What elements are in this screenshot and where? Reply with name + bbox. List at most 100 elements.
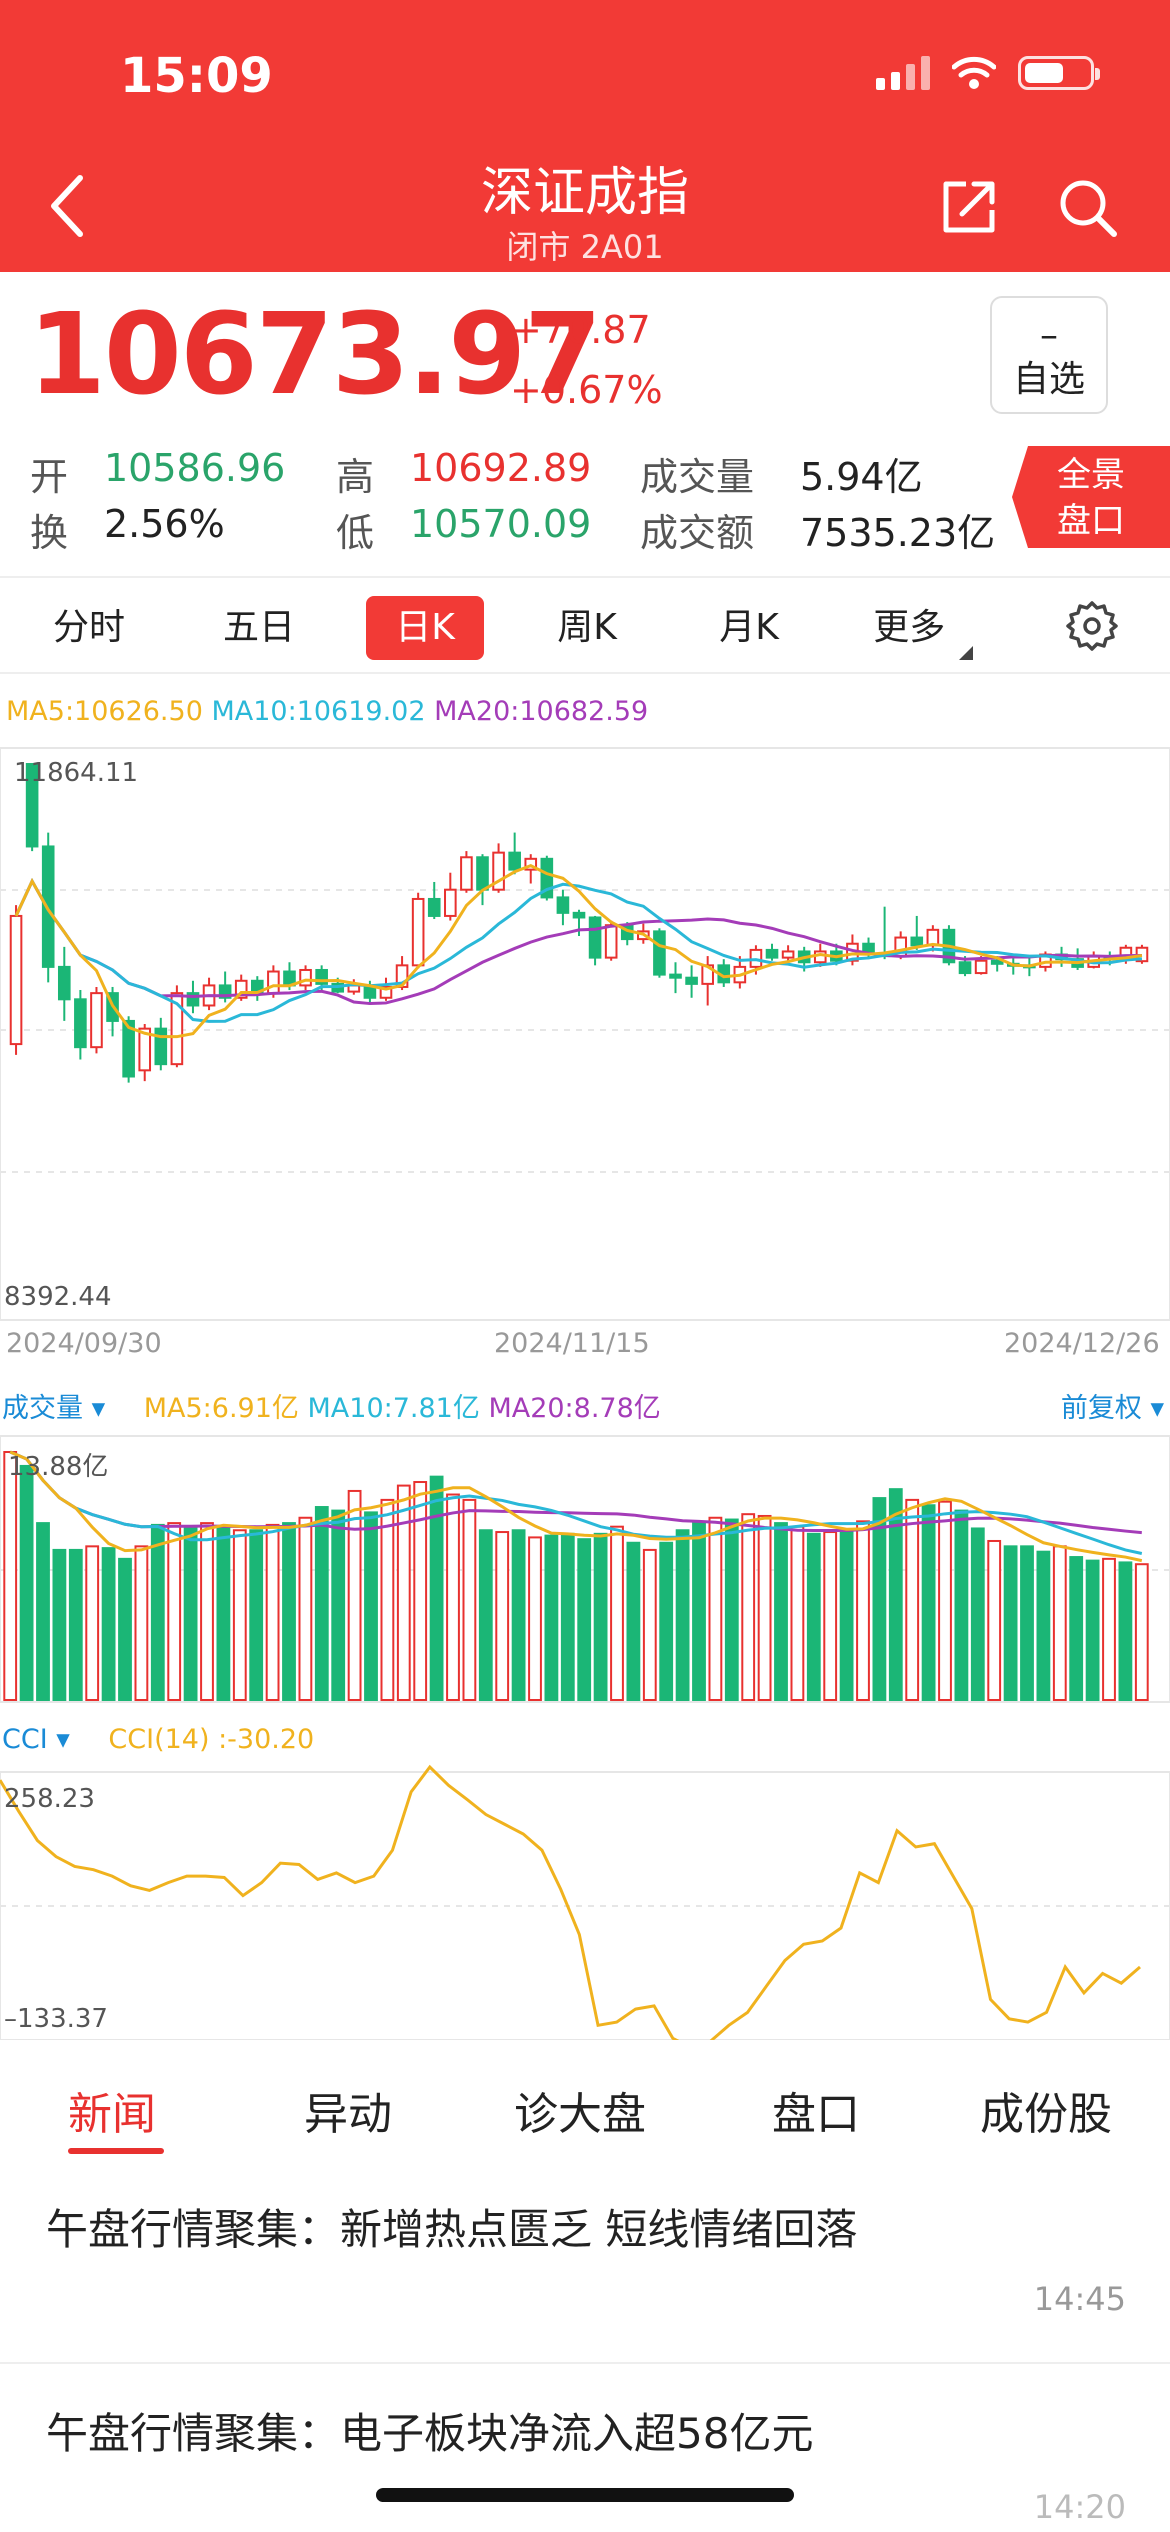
volume-label: 成交量 [640, 455, 755, 499]
volume-bar [724, 1518, 739, 1702]
volume-y-max: 13.88亿 [8, 1452, 109, 1482]
volume-bar [478, 1529, 493, 1702]
volume-bar [839, 1529, 854, 1702]
tab-weekly-k[interactable]: 周K [557, 607, 617, 648]
top-bar: 15:09 深证成指 闭市 2A01 [0, 0, 1170, 272]
volume-bar [347, 1489, 362, 1702]
tab-movement[interactable]: 异动 [304, 2089, 392, 2140]
tab-more[interactable]: 更多 [858, 596, 988, 660]
tab-monthly-k[interactable]: 月K [719, 607, 779, 648]
amount-label: 成交额 [640, 511, 755, 555]
tab-intraday[interactable]: 分时 [52, 607, 125, 648]
candle [910, 936, 924, 947]
cci-line [0, 1764, 1141, 2040]
volume-indicator-label: 成交量 [2, 1393, 83, 1424]
kline-frame [0, 747, 1170, 1321]
volume-bar [446, 1493, 460, 1702]
volume-bar [1118, 1561, 1133, 1702]
volume-bar [970, 1527, 985, 1702]
candle [9, 914, 23, 1046]
volume-bar [823, 1531, 838, 1702]
tab-order-book[interactable]: 盘口 [772, 2089, 860, 2140]
volume-bar [298, 1516, 313, 1702]
high-value: 10692.89 [410, 446, 592, 490]
candle [57, 965, 71, 1001]
news-item[interactable]: 午盘行情聚集：新增热点匮乏 短线情绪回落 14:45 [46, 2200, 1126, 2330]
volume-indicator-select[interactable]: 成交量 ▾ [2, 1393, 106, 1424]
search-icon[interactable] [1056, 176, 1120, 240]
active-tab-indicator [68, 2148, 164, 2154]
tab-news[interactable]: 新闻 [68, 2089, 156, 2140]
news-item[interactable]: 午盘行情聚集：电子板块净流入超58亿元 14:20 [46, 2404, 1126, 2532]
volume-bar [19, 1464, 34, 1702]
volume-bar [216, 1527, 231, 1702]
volume-legend: 成交量 ▾ MA5:6.91亿 MA10:7.81亿 MA20:8.78亿 [2, 1386, 661, 1425]
news-time: 14:45 [1033, 2280, 1126, 2318]
volume-bar [364, 1511, 378, 1702]
candle [138, 1027, 152, 1072]
candle [604, 924, 618, 959]
stock-charts[interactable] [0, 740, 1170, 2040]
volume-bar [511, 1529, 526, 1702]
add-watchlist-button[interactable]: – 自选 [990, 296, 1108, 414]
volume-bar [610, 1525, 624, 1702]
candle [411, 897, 425, 967]
candle [395, 964, 409, 988]
divider [0, 672, 1170, 674]
candle [476, 856, 489, 891]
tab-diagnosis[interactable]: 诊大盘 [514, 2089, 646, 2140]
cci-frame [0, 1771, 1170, 2040]
period-tabs: 分时 五日 日K 周K 月K 更多 [0, 590, 1170, 670]
candle [25, 763, 39, 848]
volume-bar [1134, 1563, 1149, 1702]
candle [958, 961, 972, 975]
volume-bar [987, 1539, 1002, 1702]
volume-bar [462, 1498, 477, 1702]
news-title: 午盘行情聚集：新增热点匮乏 短线情绪回落 [46, 2205, 858, 2254]
candle [299, 968, 312, 987]
tab-constituents[interactable]: 成份股 [980, 2089, 1112, 2140]
cci-value: CCI(14) :-30.20 [108, 1724, 315, 1755]
kline-y-max: 11864.11 [14, 758, 139, 788]
candle [653, 930, 666, 976]
volume-bar [1020, 1545, 1034, 1702]
volume-bar [1085, 1559, 1100, 1702]
panorama-button[interactable]: 全景 盘口 [1012, 446, 1170, 548]
home-indicator[interactable] [376, 2488, 794, 2502]
tab-five-day[interactable]: 五日 [222, 607, 295, 648]
ma20-label: MA20:10682.59 [434, 696, 649, 727]
volume-bar [757, 1514, 772, 1702]
candle [186, 992, 200, 1007]
volume-bar [118, 1557, 132, 1702]
adjust-label: 前复权 [1060, 1393, 1142, 1424]
settings-gear-icon[interactable] [1066, 600, 1118, 652]
volume-bar [790, 1525, 805, 1702]
candle [267, 970, 280, 995]
candle [572, 911, 586, 919]
volume-bar [905, 1498, 920, 1702]
adjust-select[interactable]: 前复权 ▾ [1060, 1393, 1164, 1424]
candle [685, 976, 698, 985]
cci-indicator-select[interactable]: CCI ▾ [2, 1724, 70, 1755]
volume-bar [1036, 1550, 1051, 1702]
volume-bar [3, 1451, 18, 1701]
tab-daily-k[interactable]: 日K [366, 596, 484, 660]
watchlist-label: 自选 [1012, 359, 1085, 400]
share-icon[interactable] [940, 176, 1000, 236]
index-price: 10673.97 [28, 290, 602, 420]
volume-bar [938, 1500, 952, 1702]
volume-bar [593, 1532, 608, 1702]
divider [0, 576, 1170, 578]
low-label: 低 [336, 511, 375, 555]
volume-bar [577, 1538, 592, 1702]
candle [154, 1027, 168, 1066]
volume-bar [856, 1520, 870, 1702]
back-icon[interactable] [40, 166, 100, 246]
cci-y-min: –133.37 [4, 2004, 108, 2034]
volume-ma5-line [9, 1450, 1143, 1563]
volume-bar [380, 1498, 395, 1702]
volume-bar [806, 1532, 821, 1702]
candle [492, 851, 505, 891]
volume-bar [954, 1509, 969, 1702]
volume-bar [85, 1545, 100, 1702]
